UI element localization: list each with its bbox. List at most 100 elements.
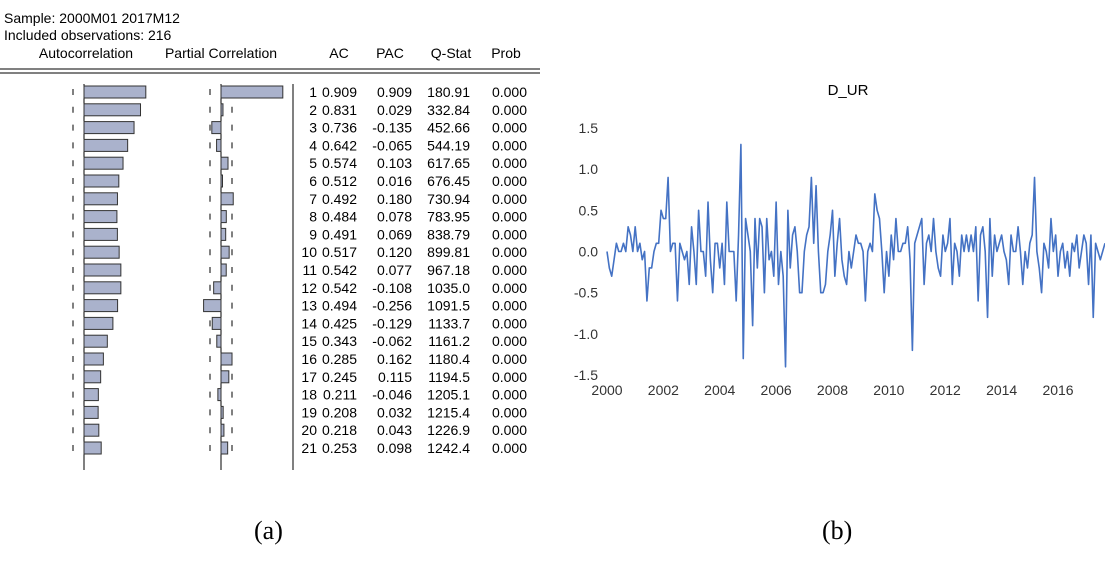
- ac-bar-lag-15: [83, 334, 108, 348]
- ac-bar-lag-11: [83, 263, 122, 277]
- prob-cell: 0.000: [492, 333, 527, 349]
- d-ur-line-chart: D_UR 1.51.00.50.0-0.5-1.0-1.5 2000 2002 20…: [574, 82, 1105, 398]
- ac-bar-lag-4: [83, 138, 129, 152]
- lag-cell: 15: [301, 333, 317, 349]
- prob-cell: 0.000: [492, 209, 527, 225]
- lag-cell: 3: [309, 120, 317, 136]
- prob-cell: 0.000: [492, 173, 527, 189]
- y-tick-label: -0.5: [574, 285, 598, 301]
- y-tick-label: 0.0: [579, 244, 599, 260]
- ac-value-cell: 0.542: [322, 262, 357, 278]
- lag-cell: 1: [309, 84, 317, 100]
- prob-cell: 0.000: [492, 191, 527, 207]
- qstat-cell: 1205.1: [427, 387, 470, 403]
- ac-value-cell: 0.211: [323, 387, 357, 403]
- lag-cell: 16: [301, 351, 317, 367]
- qstat-cell: 452.66: [427, 120, 470, 136]
- prob-cell: 0.000: [492, 440, 527, 456]
- pac-value-cell: -0.129: [372, 315, 412, 331]
- x-tick-label: 2010: [873, 382, 904, 398]
- qstat-cell: 730.94: [427, 191, 470, 207]
- pac-bar-lag-14: [211, 316, 222, 330]
- ac-value-cell: 0.512: [322, 173, 357, 189]
- chart-title: D_UR: [828, 82, 869, 99]
- pac-bar-lag-7: [220, 192, 234, 206]
- pac-value-cell: 0.069: [377, 226, 412, 242]
- ac-value-cell: 0.831: [322, 102, 357, 118]
- qstat-cell: 1194.5: [428, 369, 470, 385]
- ac-bar-lag-21: [83, 441, 102, 455]
- pac-value-cell: 0.016: [377, 173, 412, 189]
- pac-value-cell: -0.046: [372, 387, 412, 403]
- ac-value-cell: 0.909: [322, 84, 357, 100]
- header-pac: PAC: [376, 45, 404, 61]
- lag-cell: 5: [309, 155, 317, 171]
- ac-value-cell: 0.492: [322, 191, 357, 207]
- lag-cell: 11: [302, 262, 317, 278]
- prob-cell: 0.000: [492, 226, 527, 242]
- lag-cell: 2: [309, 102, 317, 118]
- ac-value-cell: 0.517: [322, 244, 357, 260]
- header-prob: Prob: [491, 45, 521, 61]
- y-tick-label: -1.5: [574, 367, 598, 383]
- pac-value-cell: 0.029: [377, 102, 412, 118]
- qstat-cell: 180.91: [427, 84, 470, 100]
- qstat-cell: 1215.4: [427, 404, 470, 420]
- prob-cell: 0.000: [492, 298, 527, 314]
- ac-bar-lag-20: [83, 423, 100, 437]
- x-tick-label: 2016: [1042, 382, 1073, 398]
- ac-value-cell: 0.542: [322, 280, 357, 296]
- qstat-cell: 332.84: [427, 102, 470, 118]
- prob-cell: 0.000: [492, 155, 527, 171]
- prob-cell: 0.000: [492, 387, 527, 403]
- pac-bar-lag-6: [220, 174, 223, 188]
- pac-bar-lag-10: [220, 245, 230, 259]
- correlogram-panel: Sample: 2000M01 2017M12 Included observa…: [0, 10, 540, 470]
- ac-value-cell: 0.484: [322, 209, 357, 225]
- ac-value-cell: 0.736: [322, 120, 357, 136]
- header-autocorrelation: Autocorrelation: [39, 45, 133, 61]
- pac-value-cell: 0.078: [377, 209, 412, 225]
- lag-cell: 18: [301, 387, 317, 403]
- pac-value-cell: 0.180: [377, 191, 412, 207]
- pac-bar-lag-19: [220, 405, 224, 419]
- x-tick-label: 2014: [986, 382, 1017, 398]
- pac-bar-lag-4: [216, 138, 222, 152]
- prob-cell: 0.000: [492, 84, 527, 100]
- ac-value-cell: 0.253: [322, 440, 357, 456]
- x-tick-label: 2008: [817, 382, 848, 398]
- ac-value-cell: 0.245: [322, 369, 357, 385]
- x-tick-label: 2006: [761, 382, 792, 398]
- ac-bar-lag-13: [83, 299, 119, 313]
- ac-bar-lag-9: [83, 227, 118, 241]
- lag-cell: 17: [301, 369, 317, 385]
- sample-text: Sample: 2000M01 2017M12: [4, 10, 180, 26]
- ac-bar-lag-10: [83, 245, 120, 259]
- prob-cell: 0.000: [492, 137, 527, 153]
- y-tick-label: 1.5: [579, 120, 599, 136]
- lag-cell: 8: [309, 209, 317, 225]
- pac-bar-lag-9: [220, 227, 227, 241]
- lag-cell: 9: [309, 226, 317, 242]
- pac-value-cell: 0.162: [377, 351, 412, 367]
- lag-cell: 20: [301, 422, 317, 438]
- ac-bar-lag-8: [83, 210, 118, 224]
- pac-value-cell: 0.032: [377, 404, 412, 420]
- ac-bar-lag-14: [83, 316, 114, 330]
- prob-cell: 0.000: [492, 102, 527, 118]
- correlogram-rows: 1 0.909 0.909 180.91 0.000 2 0.831 0.029 332.84 0…: [72, 84, 527, 456]
- prob-cell: 0.000: [492, 404, 527, 420]
- ac-bar-lag-17: [83, 370, 102, 384]
- x-tick-label: 2012: [930, 382, 961, 398]
- ac-value-cell: 0.218: [322, 422, 357, 438]
- pac-value-cell: 0.043: [377, 422, 412, 438]
- lag-cell: 19: [301, 404, 317, 420]
- ac-bar-lag-1: [83, 85, 147, 99]
- pac-bar-lag-17: [220, 370, 230, 384]
- qstat-cell: 1180.4: [428, 351, 470, 367]
- ac-bar-lag-2: [83, 103, 142, 117]
- lag-cell: 14: [301, 315, 317, 331]
- y-axis-ticks: 1.5 1.0 0.5 0.0 -0.5 -1.0 -1.5: [574, 120, 598, 383]
- y-tick-label: 0.5: [579, 202, 599, 218]
- qstat-cell: 544.19: [427, 137, 470, 153]
